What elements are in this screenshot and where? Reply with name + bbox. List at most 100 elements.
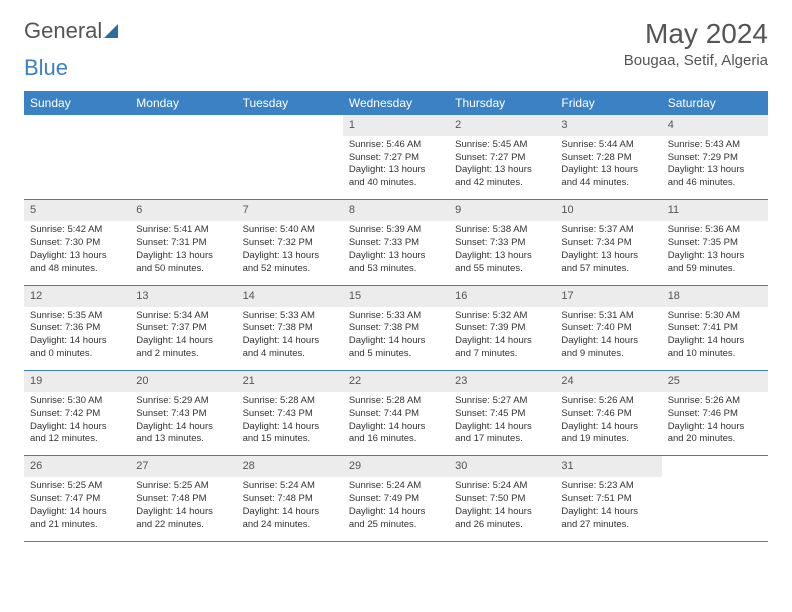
day-cell: Sunrise: 5:43 AMSunset: 7:29 PMDaylight:… [662, 136, 768, 200]
day-cell: Sunrise: 5:39 AMSunset: 7:33 PMDaylight:… [343, 221, 449, 285]
daynum-row: 262728293031 [24, 456, 768, 477]
daylight-line: Daylight: 13 hours and 50 minutes. [136, 250, 230, 276]
daynum-cell: 18 [662, 285, 768, 306]
sunset-line: Sunset: 7:35 PM [668, 237, 762, 250]
weekday-header: Sunday [24, 91, 130, 115]
daylight-line: Daylight: 14 hours and 24 minutes. [243, 506, 337, 532]
daynum-cell: 15 [343, 285, 449, 306]
sunset-line: Sunset: 7:31 PM [136, 237, 230, 250]
day-cell: Sunrise: 5:40 AMSunset: 7:32 PMDaylight:… [237, 221, 343, 285]
sunrise-line: Sunrise: 5:30 AM [668, 310, 762, 323]
daynum-cell: 30 [449, 456, 555, 477]
sunset-line: Sunset: 7:48 PM [136, 493, 230, 506]
daynum-row: 567891011 [24, 200, 768, 221]
sunrise-line: Sunrise: 5:26 AM [561, 395, 655, 408]
location-label: Bougaa, Setif, Algeria [624, 52, 768, 69]
sunset-line: Sunset: 7:39 PM [455, 322, 549, 335]
sunrise-line: Sunrise: 5:34 AM [136, 310, 230, 323]
sunset-line: Sunset: 7:33 PM [349, 237, 443, 250]
day-cell: Sunrise: 5:34 AMSunset: 7:37 PMDaylight:… [130, 307, 236, 371]
weekday-header: Thursday [449, 91, 555, 115]
sunrise-line: Sunrise: 5:29 AM [136, 395, 230, 408]
day-cell: Sunrise: 5:29 AMSunset: 7:43 PMDaylight:… [130, 392, 236, 456]
daynum-cell: 3 [555, 115, 661, 136]
day-cell: Sunrise: 5:38 AMSunset: 7:33 PMDaylight:… [449, 221, 555, 285]
sunrise-line: Sunrise: 5:24 AM [349, 480, 443, 493]
daynum-cell: 14 [237, 285, 343, 306]
day-cell: Sunrise: 5:26 AMSunset: 7:46 PMDaylight:… [662, 392, 768, 456]
weekday-header: Monday [130, 91, 236, 115]
day-cell: Sunrise: 5:24 AMSunset: 7:49 PMDaylight:… [343, 477, 449, 541]
sunrise-line: Sunrise: 5:37 AM [561, 224, 655, 237]
daynum-cell: 1 [343, 115, 449, 136]
content-row: Sunrise: 5:46 AMSunset: 7:27 PMDaylight:… [24, 136, 768, 200]
daynum-cell: 26 [24, 456, 130, 477]
sunset-line: Sunset: 7:44 PM [349, 408, 443, 421]
daynum-cell: 19 [24, 371, 130, 392]
sunset-line: Sunset: 7:28 PM [561, 152, 655, 165]
day-cell [237, 136, 343, 200]
day-cell: Sunrise: 5:30 AMSunset: 7:42 PMDaylight:… [24, 392, 130, 456]
daylight-line: Daylight: 14 hours and 12 minutes. [30, 421, 124, 447]
day-cell: Sunrise: 5:28 AMSunset: 7:44 PMDaylight:… [343, 392, 449, 456]
sunrise-line: Sunrise: 5:25 AM [136, 480, 230, 493]
content-row: Sunrise: 5:25 AM Sunset: 7:47 PM Daylight:… [24, 477, 768, 541]
day-cell: Sunrise: 5:31 AMSunset: 7:40 PMDaylight:… [555, 307, 661, 371]
sunset-line: Sunset: 7:36 PM [30, 322, 124, 335]
sunset-line: Sunset: 7:38 PM [349, 322, 443, 335]
daylight-line: Daylight: 13 hours and 44 minutes. [561, 164, 655, 190]
daynum-row: 1234 [24, 115, 768, 136]
logo-text-1: General [24, 18, 102, 44]
daynum-cell [130, 115, 236, 136]
daynum-cell: 11 [662, 200, 768, 221]
sunrise-line: Sunrise: 5:28 AM [243, 395, 337, 408]
logo: General [24, 18, 118, 44]
daynum-cell: 4 [662, 115, 768, 136]
day-cell: Sunrise: 5:30 AMSunset: 7:41 PMDaylight:… [662, 307, 768, 371]
sunset-line: Sunset: 7:49 PM [349, 493, 443, 506]
sunrise-line: Sunrise: 5:36 AM [668, 224, 762, 237]
daylight-line: Daylight: 14 hours and 26 minutes. [455, 506, 549, 532]
day-cell: Sunrise: 5:37 AMSunset: 7:34 PMDaylight:… [555, 221, 661, 285]
weekday-header-row: Sunday Monday Tuesday Wednesday Thursday… [24, 91, 768, 115]
daynum-cell: 2 [449, 115, 555, 136]
sunrise-line: Sunrise: 5:42 AM [30, 224, 124, 237]
daynum-cell: 27 [130, 456, 236, 477]
sunrise-line: Sunrise: 5:24 AM [243, 480, 337, 493]
sunrise-line: Sunrise: 5:23 AM [561, 480, 655, 493]
daynum-row: 12131415161718 [24, 285, 768, 306]
sunset-line: Sunset: 7:29 PM [668, 152, 762, 165]
page-title: May 2024 [624, 18, 768, 50]
daynum-cell: 17 [555, 285, 661, 306]
content-row: Sunrise: 5:30 AMSunset: 7:42 PMDaylight:… [24, 392, 768, 456]
sunrise-line: Sunrise: 5:43 AM [668, 139, 762, 152]
daylight-line: Daylight: 14 hours and 16 minutes. [349, 421, 443, 447]
sunset-line: Sunset: 7:27 PM [455, 152, 549, 165]
daylight-line: Daylight: 14 hours and 17 minutes. [455, 421, 549, 447]
daylight-line: Daylight: 14 hours and 20 minutes. [668, 421, 762, 447]
sunrise-line: Sunrise: 5:44 AM [561, 139, 655, 152]
day-cell: Sunrise: 5:33 AMSunset: 7:38 PMDaylight:… [343, 307, 449, 371]
sunrise-line: Sunrise: 5:32 AM [455, 310, 549, 323]
sunset-line: Sunset: 7:32 PM [243, 237, 337, 250]
day-cell: Sunrise: 5:44 AMSunset: 7:28 PMDaylight:… [555, 136, 661, 200]
sunrise-line: Sunrise: 5:40 AM [243, 224, 337, 237]
sunset-line: Sunset: 7:47 PM [30, 493, 124, 506]
daynum-cell [237, 115, 343, 136]
day-cell: Sunrise: 5:41 AMSunset: 7:31 PMDaylight:… [130, 221, 236, 285]
daynum-cell: 16 [449, 285, 555, 306]
daynum-cell: 23 [449, 371, 555, 392]
day-cell: Sunrise: 5:42 AMSunset: 7:30 PMDaylight:… [24, 221, 130, 285]
daylight-line: Daylight: 13 hours and 57 minutes. [561, 250, 655, 276]
sunset-line: Sunset: 7:33 PM [455, 237, 549, 250]
content-row: Sunrise: 5:42 AMSunset: 7:30 PMDaylight:… [24, 221, 768, 285]
daynum-cell: 22 [343, 371, 449, 392]
day-cell: Sunrise: 5:45 AMSunset: 7:27 PMDaylight:… [449, 136, 555, 200]
day-cell: Sunrise: 5:27 AMSunset: 7:45 PMDaylight:… [449, 392, 555, 456]
sunrise-line: Sunrise: 5:33 AM [349, 310, 443, 323]
calendar-table: Sunday Monday Tuesday Wednesday Thursday… [24, 91, 768, 542]
day-cell: Sunrise: 5:33 AMSunset: 7:38 PMDaylight:… [237, 307, 343, 371]
calendar-page: General May 2024 Bougaa, Setif, Algeria … [0, 0, 792, 560]
sunrise-line: Sunrise: 5:38 AM [455, 224, 549, 237]
daynum-cell [24, 115, 130, 136]
